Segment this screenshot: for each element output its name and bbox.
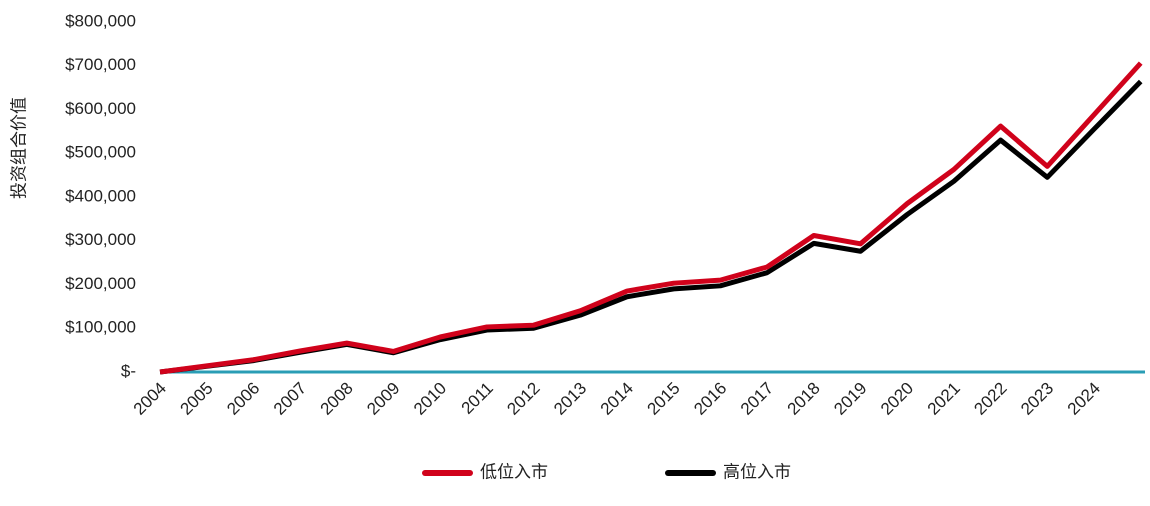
- y-tick-label: $500,000: [65, 143, 136, 162]
- x-tick-label: 2023: [1017, 379, 1057, 419]
- y-tick-label: $200,000: [65, 274, 136, 293]
- series-line: [159, 79, 1143, 375]
- x-tick-label: 2018: [784, 379, 824, 419]
- y-tick-label: $-: [121, 361, 136, 380]
- x-tick-label: 2009: [363, 379, 403, 419]
- x-tick-label: 2019: [830, 379, 870, 419]
- x-tick-label: 2004: [130, 379, 170, 419]
- x-tick-label: 2016: [690, 379, 730, 419]
- x-tick-label: 2020: [877, 379, 917, 419]
- legend-label: 低位入市: [480, 462, 548, 481]
- y-tick-label: $400,000: [65, 186, 136, 205]
- x-tick-label: 2012: [503, 379, 543, 419]
- x-tick-label: 2011: [458, 379, 497, 418]
- x-tick-label: 2007: [270, 379, 310, 419]
- x-tick-label: 2005: [177, 379, 217, 419]
- x-tick-label: 2013: [550, 379, 590, 419]
- y-tick-label: $300,000: [65, 230, 136, 249]
- legend-label: 高位入市: [723, 462, 791, 481]
- y-tick-label: $600,000: [65, 99, 136, 118]
- y-tick-label: $100,000: [65, 318, 136, 337]
- y-tick-label: $700,000: [65, 55, 136, 74]
- x-tick-label: 2006: [223, 379, 263, 419]
- series-line: [159, 61, 1143, 375]
- x-tick-label: 2014: [597, 379, 637, 419]
- y-axis-label: 投资组合价值: [9, 97, 28, 199]
- x-tick-label: 2017: [737, 379, 777, 419]
- x-tick-label: 2010: [410, 379, 450, 419]
- x-tick-label: 2015: [644, 379, 684, 419]
- x-tick-label: 2022: [970, 379, 1010, 419]
- x-tick-label: 2008: [317, 379, 357, 419]
- y-tick-label: $800,000: [65, 11, 136, 30]
- x-tick-label: 2024: [1064, 379, 1104, 419]
- x-tick-label: 2021: [924, 379, 964, 419]
